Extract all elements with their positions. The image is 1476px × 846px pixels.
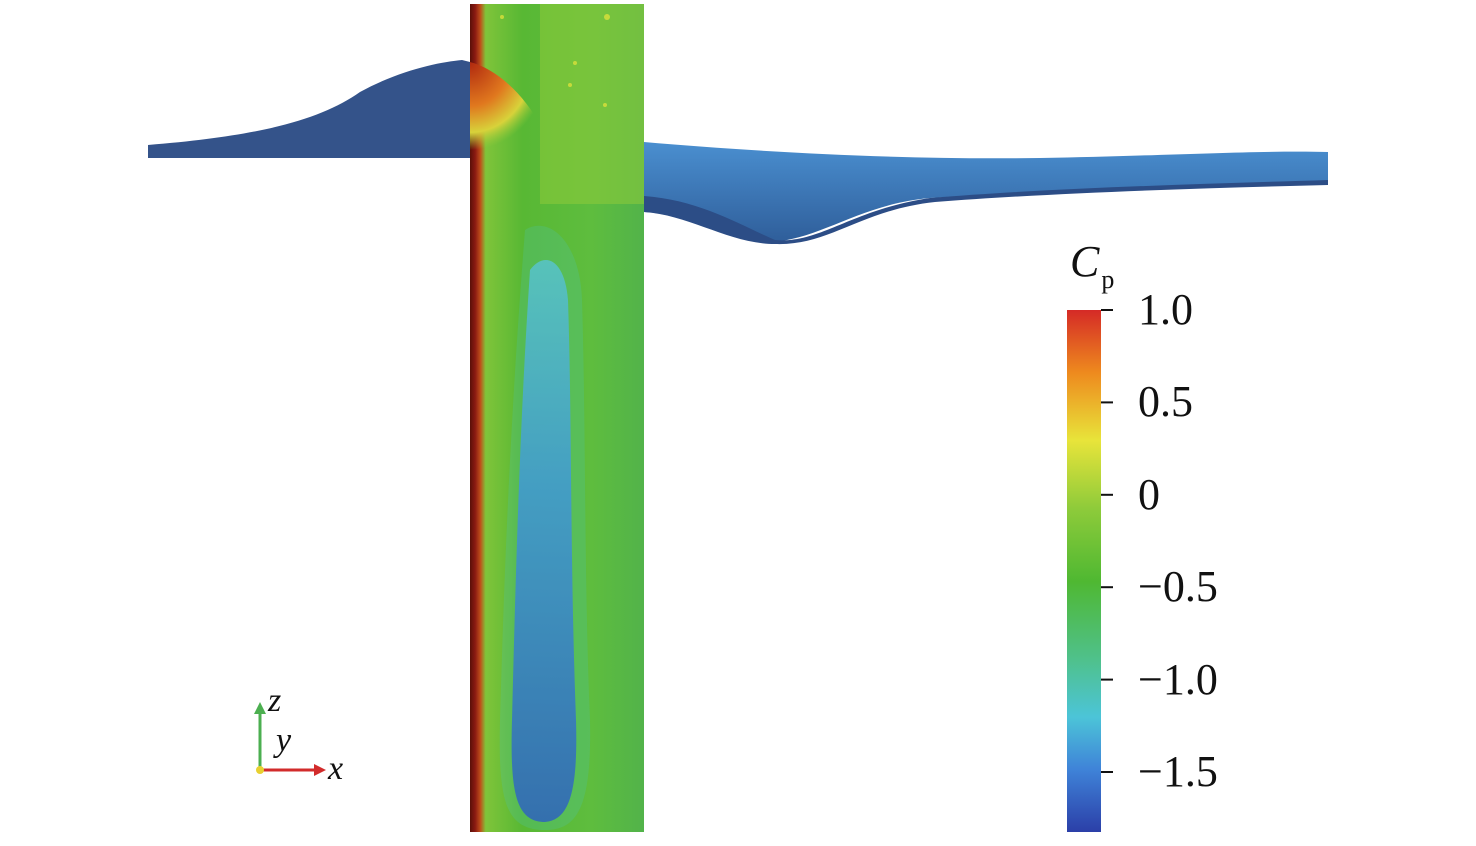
speckle: [603, 103, 607, 107]
y-axis-label: y: [276, 722, 292, 759]
suction-halo: [499, 225, 591, 831]
z-axis-arrow: [254, 702, 266, 714]
stagnation-corner: [470, 62, 548, 150]
colorbar-tick-label: 1.0: [1138, 285, 1193, 334]
speckle: [500, 15, 504, 19]
water-surface-left: [148, 60, 470, 158]
speckle: [604, 14, 610, 20]
x-axis-arrow: [314, 764, 326, 776]
suction-region: [511, 260, 577, 822]
colorbar-title-subscript: p: [1101, 265, 1115, 294]
z-axis-label: z: [268, 682, 282, 719]
axis-origin: [256, 766, 264, 774]
colorbar-tick-label: 0.5: [1138, 377, 1193, 427]
colorbar-tick-label: −1.5: [1138, 747, 1218, 796]
colorbar-tick-label: 0: [1138, 469, 1160, 519]
water-surface-right: [644, 142, 1328, 243]
cylinder-upper-tint: [540, 4, 644, 204]
colorbar-tick-label: −0.5: [1138, 562, 1218, 612]
speckle: [568, 83, 572, 87]
colorbar-ticks: [1101, 309, 1113, 773]
colorbar-title: Cp: [1070, 237, 1115, 294]
x-axis-label: x: [328, 750, 344, 787]
water-surface-right-trough: [644, 180, 1328, 245]
colorbar-tick-label: −1.0: [1138, 654, 1218, 704]
colorbar: [1067, 310, 1101, 832]
speckle: [573, 61, 577, 65]
